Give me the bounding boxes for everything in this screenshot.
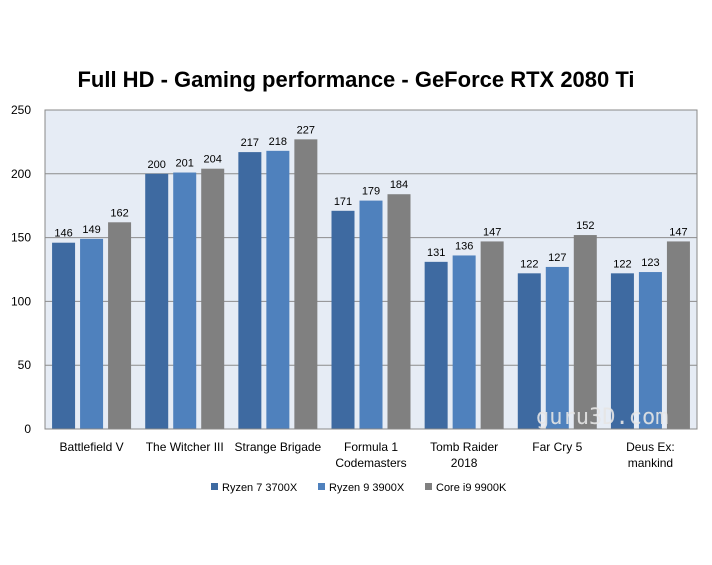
data-label: 227 (297, 124, 315, 136)
data-labels: 146 149 162 200 201 204 217 218 227 171 179 184 131 1… (54, 124, 687, 270)
data-label: 149 (82, 224, 100, 236)
x-tick-label: Far Cry 5 (532, 440, 582, 454)
y-tick-label: 0 (24, 422, 31, 436)
data-label: 152 (576, 220, 594, 232)
bar (452, 255, 476, 429)
data-label: 204 (204, 154, 222, 166)
watermark: guru3D.com (536, 405, 668, 430)
data-label: 122 (613, 258, 631, 270)
legend: Ryzen 7 3700X Ryzen 9 3900X Core i9 9900K (211, 482, 507, 494)
legend-label: Ryzen 9 3900X (329, 482, 405, 494)
x-tick-label: The Witcher III (146, 440, 224, 454)
x-tick-label: Deus Ex: (626, 440, 675, 454)
bar (517, 273, 541, 429)
bar (359, 200, 383, 429)
y-axis: 0 50 100 150 200 250 (11, 103, 31, 436)
data-label: 184 (390, 179, 408, 191)
data-label: 201 (176, 158, 194, 170)
x-tick-label: 2018 (451, 456, 478, 470)
bar (238, 152, 262, 429)
legend-label: Core i9 9900K (436, 482, 507, 494)
x-axis: Battlefield V The Witcher III Strange Brig… (60, 440, 675, 470)
data-label: 122 (520, 258, 538, 270)
data-label: 131 (427, 247, 445, 259)
bar (480, 241, 504, 429)
data-label: 171 (334, 196, 352, 208)
y-tick-label: 250 (11, 103, 31, 117)
data-label: 136 (455, 240, 473, 252)
bar (108, 222, 132, 429)
bar (294, 139, 318, 429)
bar (266, 150, 290, 429)
bar (52, 242, 76, 429)
data-label: 200 (148, 159, 166, 171)
x-tick-label: mankind (628, 456, 673, 470)
y-tick-label: 200 (11, 167, 31, 181)
x-tick-label: Codemasters (335, 456, 406, 470)
bars (52, 139, 690, 430)
y-tick-label: 150 (11, 231, 31, 245)
bar (545, 266, 569, 429)
y-tick-label: 50 (18, 358, 32, 372)
x-tick-label: Battlefield V (60, 440, 124, 454)
bar (80, 238, 104, 429)
bar (387, 194, 411, 429)
legend-label: Ryzen 7 3700X (222, 482, 298, 494)
legend-swatch (425, 483, 432, 490)
data-label: 147 (483, 226, 501, 238)
data-label: 123 (641, 257, 659, 269)
bar (424, 261, 448, 429)
legend-swatch (211, 483, 218, 490)
plot-border (44, 109, 698, 430)
x-tick-label: Formula 1 (344, 440, 398, 454)
bar (173, 172, 197, 430)
y-tick-label: 100 (11, 294, 31, 308)
bar (201, 168, 225, 430)
bar (610, 273, 634, 429)
bar (666, 241, 690, 429)
bar (573, 235, 597, 429)
data-label: 127 (548, 252, 566, 264)
data-label: 146 (54, 228, 72, 240)
data-label: 218 (269, 136, 287, 148)
data-label: 217 (241, 137, 259, 149)
x-tick-label: Tomb Raider (430, 440, 498, 454)
data-label: 147 (669, 226, 687, 238)
bar (145, 173, 169, 429)
bar (331, 210, 355, 429)
data-label: 162 (110, 207, 128, 219)
data-label: 179 (362, 186, 380, 198)
legend-swatch (318, 483, 325, 490)
chart-title: Full HD - Gaming performance - GeForce R… (77, 67, 634, 92)
bar (638, 272, 662, 429)
x-tick-label: Strange Brigade (234, 440, 321, 454)
